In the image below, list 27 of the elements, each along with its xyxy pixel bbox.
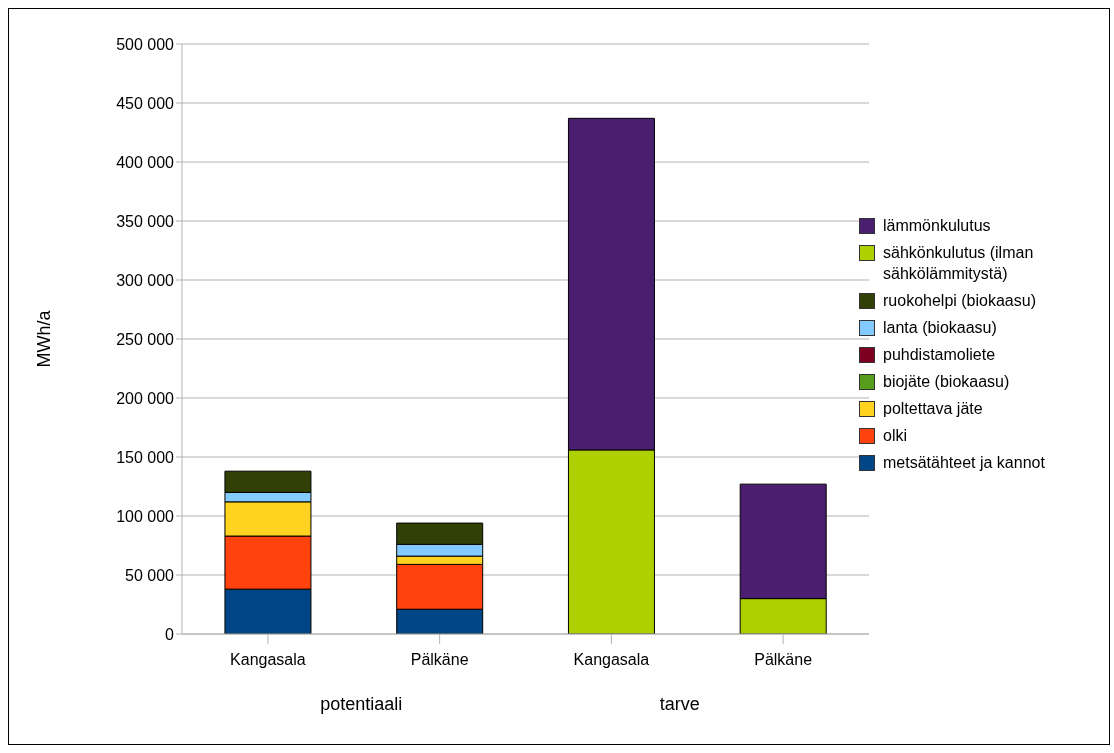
y-tick-label: 0 [165,625,175,643]
legend-label: olki [883,425,908,446]
y-tick-label: 450 000 [116,94,175,112]
y-tick-label: 500 000 [116,35,175,53]
y-tick-label: 250 000 [116,330,175,348]
legend-label: lanta (biokaasu) [883,317,997,338]
y-tick-label: 100 000 [116,507,175,525]
legend-label: ruokohelpi (biokaasu) [883,290,1036,311]
legend-label: poltettava jäte [883,398,983,419]
y-tick-label: 200 000 [116,389,175,407]
y-tick-label: 400 000 [116,153,175,171]
y-tick-label: 300 000 [116,271,175,289]
legend-label: lämmönkulutus [883,215,991,236]
y-tick-label: 50 000 [125,566,175,584]
legend-label: metsätähteet ja kannot [883,452,1045,473]
x-tick-label: Pälkäne [410,651,469,669]
text: potentiaali [319,694,404,715]
text: tarve [658,694,701,715]
y-tick-label: 150 000 [116,448,175,466]
legend-label: puhdistamoliete [883,344,996,365]
legend-label: sähkönkulutus (ilman sähkölämmitystä) [883,242,1035,284]
x-tick-label: Kangasala [573,651,650,669]
y-axis-title: MWh/a [34,309,55,368]
x-tick-label: Kangasala [230,651,306,669]
x-tick-label: Pälkäne [754,651,813,669]
legend-label: biojäte (biokaasu) [883,371,1010,392]
y-tick-label: 350 000 [116,212,175,230]
